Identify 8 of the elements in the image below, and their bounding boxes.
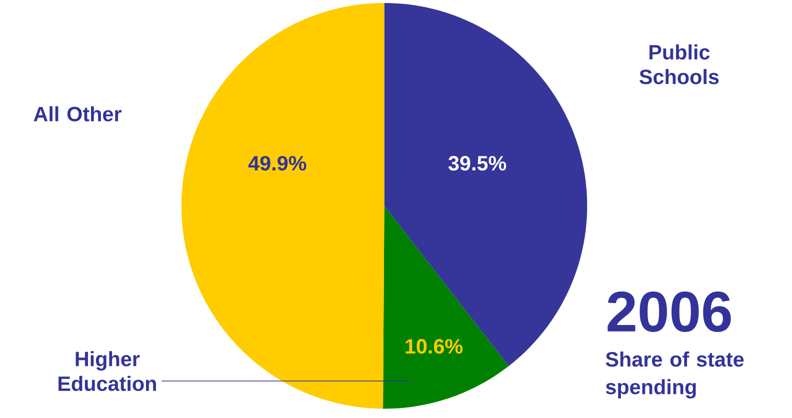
text: Share of state spending — [606, 352, 744, 399]
slice-label: All Other — [34, 106, 122, 122]
data-label: 49.9% — [248, 156, 306, 171]
text: 2006 — [608, 292, 731, 332]
slice-label: Higher Education — [58, 351, 156, 392]
slice-label: Public Schools — [640, 44, 719, 84]
data-label: 10.6% — [406, 339, 463, 354]
data-label: 39.5% — [448, 156, 506, 171]
